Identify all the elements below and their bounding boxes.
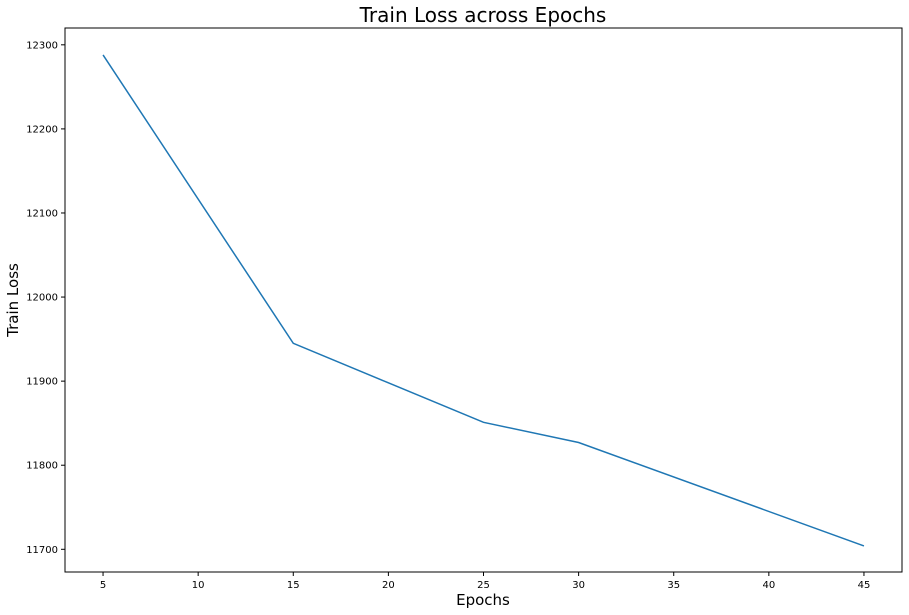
y-tick-label: 11700 xyxy=(26,545,58,556)
x-tick-label: 35 xyxy=(667,580,680,591)
y-tick-label: 12200 xyxy=(26,124,58,135)
y-tick-label: 11900 xyxy=(26,377,58,388)
series-line xyxy=(102,54,865,547)
x-tick-label: 30 xyxy=(572,580,585,591)
y-tick-label: 12100 xyxy=(26,208,58,219)
x-tick-label: 20 xyxy=(382,580,395,591)
x-tick-label: 15 xyxy=(287,580,300,591)
x-tick-label: 5 xyxy=(100,580,106,591)
x-tick-label: 40 xyxy=(762,580,775,591)
x-tick-label: 45 xyxy=(858,580,871,591)
x-axis: 5 10 15 20 25 30 35 40 45 xyxy=(100,572,870,591)
chart-title: Train Loss across Epochs xyxy=(359,3,607,27)
y-tick-label: 11800 xyxy=(26,461,58,472)
x-tick-label: 25 xyxy=(477,580,490,591)
y-tick-label: 12300 xyxy=(26,40,58,51)
x-tick-label: 10 xyxy=(192,580,205,591)
plot-frame xyxy=(64,27,903,573)
y-axis: 11700 11800 11900 12000 12100 12200 12300 xyxy=(26,40,65,556)
x-axis-label: Epochs xyxy=(456,591,510,609)
y-tick-label: 12000 xyxy=(26,293,58,304)
y-axis-label: Train Loss xyxy=(4,263,22,338)
